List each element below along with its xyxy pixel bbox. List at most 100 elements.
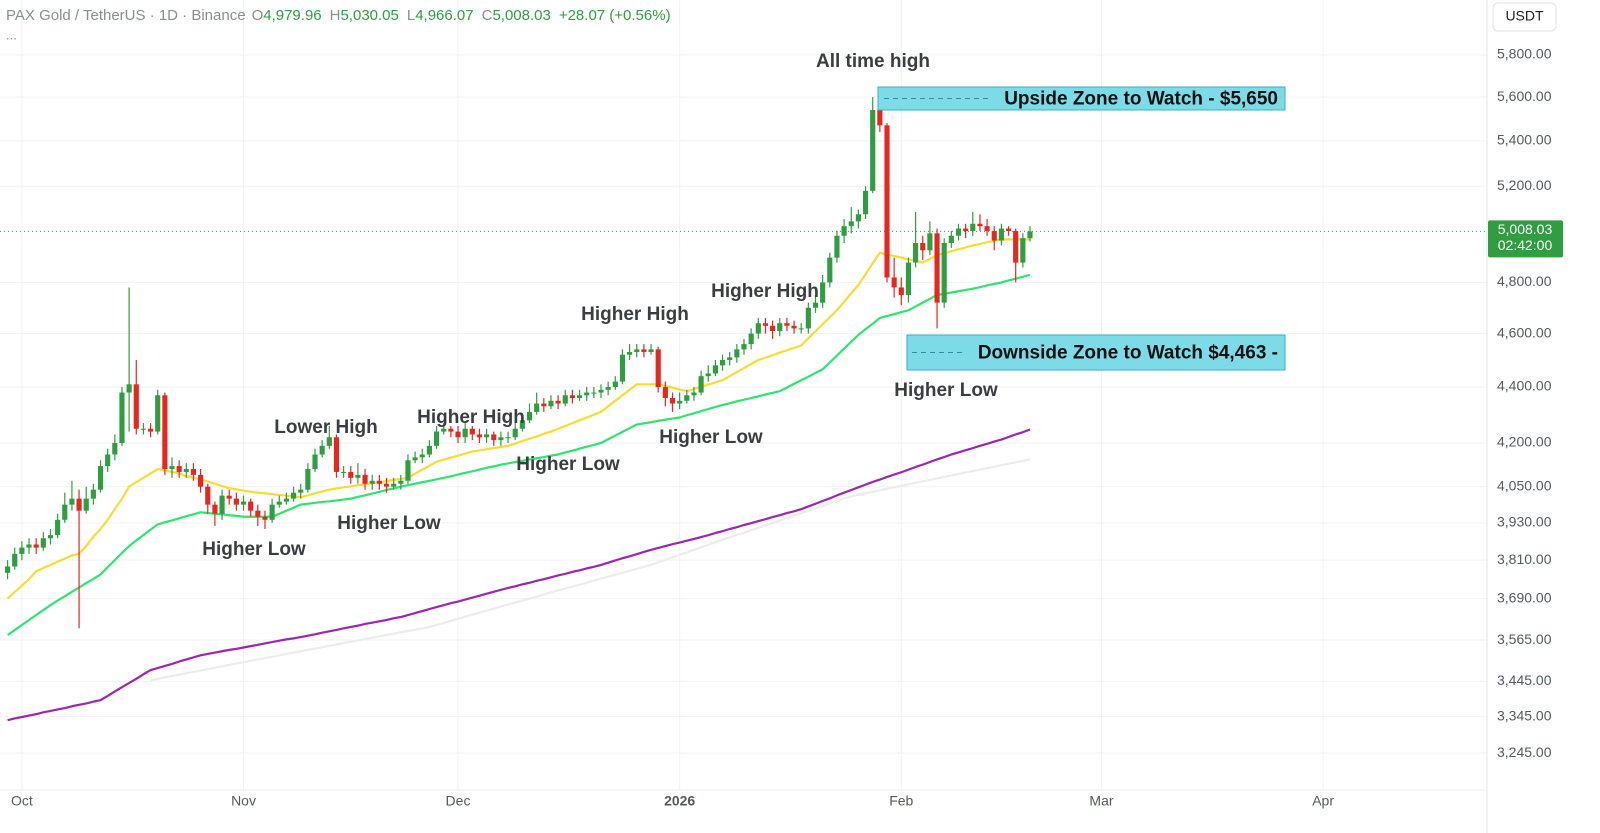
candle [934,228,940,329]
annotation: Higher Low [337,513,441,534]
candle [612,376,618,390]
candle [283,492,289,505]
candle-body [891,277,897,288]
x-tick-label: 2026 [664,793,695,809]
change: +28.07 (+0.56%) [559,7,671,24]
candle-body [777,323,783,331]
candle-body [991,230,997,241]
candle-body [684,395,690,401]
candle [40,532,46,551]
candle [198,469,204,493]
candle [391,477,397,490]
y-tick-label: 5,200.00 [1497,177,1552,193]
candle-body [290,492,297,499]
candle [627,344,633,361]
candle [398,474,404,490]
candle-body [176,466,182,472]
candle [884,123,890,283]
candle [762,318,769,334]
candle [97,460,104,493]
candle [891,257,897,298]
candle-body [984,226,990,231]
candle [183,463,189,478]
candles [5,97,1033,629]
candle [248,498,254,517]
candle [712,360,718,377]
candle [1020,233,1026,268]
currency-button-bg[interactable] [1492,2,1557,32]
candle [677,392,683,410]
candle [83,486,89,514]
annotation: Higher High [581,304,689,325]
candle-body [970,223,976,231]
candle [948,230,954,248]
more-indicators[interactable]: ... [6,27,17,42]
candle-body [705,373,711,377]
candle-body [276,501,282,505]
candle [33,538,39,554]
candle-body [798,328,804,330]
candle [47,528,54,545]
candle [298,483,304,499]
candle [476,428,483,443]
candle [133,360,139,435]
candle [426,440,432,458]
candle-body [155,395,161,432]
candle [226,489,232,505]
candle [827,252,833,288]
last-price-box [1488,220,1563,258]
candle [333,434,340,478]
candle-body [162,395,168,470]
candle-body [691,392,697,396]
candle-body [870,110,876,191]
axes: 5,800.00 5,600.00 5,400.00 5,200.00 4,800.00… [11,46,1563,809]
candle-body [419,454,425,458]
y-tick-label: 4,050.00 [1497,477,1552,493]
candle-body [641,349,647,353]
currency-label[interactable]: USDT [1505,8,1544,24]
candle [870,97,876,194]
x-tick-label: Oct [11,793,33,809]
candle-body [491,434,497,441]
candle [348,466,354,484]
candle-body [748,333,754,345]
currency-button[interactable]: USDT [1492,2,1557,32]
candle-body [12,553,18,567]
candle [69,480,75,511]
candle-body [383,483,390,487]
candle-body [212,504,218,514]
candle [798,323,804,334]
candle-body [627,352,633,355]
candle [219,489,225,520]
candle [991,226,997,251]
candle-body [591,392,597,394]
candle-body [426,445,432,455]
candle-body [441,428,447,432]
y-tick-label: 3,345.00 [1497,707,1552,723]
y-tick-label: 3,810.00 [1497,551,1552,567]
candle-body [648,349,654,353]
ma-line [150,458,1031,682]
annotation: Higher High [417,407,525,428]
candle [62,492,68,523]
candle-body [784,323,790,326]
y-tick-label: 4,200.00 [1497,434,1552,450]
candle [784,318,790,331]
candle-body [484,434,490,438]
candle [820,274,826,308]
candle [777,318,783,337]
candle [362,469,368,490]
candle-body [76,498,82,511]
candle-body [1013,230,1019,263]
candle [734,344,740,363]
candle-body [190,469,197,475]
candle-body [605,387,611,390]
candle-body [298,489,304,493]
candle [26,538,32,554]
candle [562,389,568,407]
candle-body [348,471,354,478]
candle [276,495,282,508]
candle-body [126,384,132,393]
candle [526,403,533,424]
